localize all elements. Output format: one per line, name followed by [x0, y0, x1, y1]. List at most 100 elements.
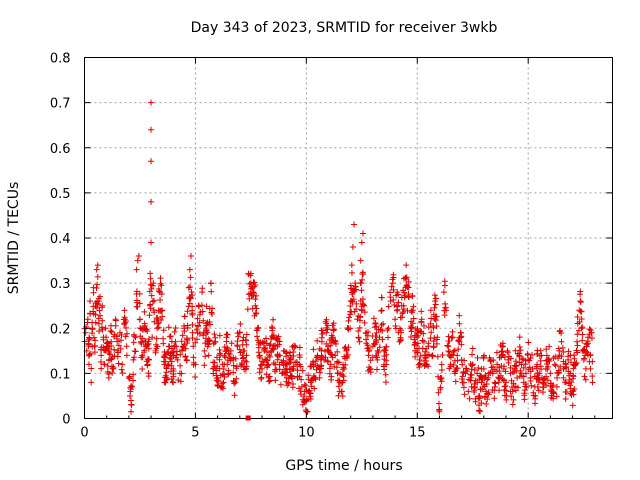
data-point	[147, 275, 154, 282]
data-point	[167, 333, 174, 340]
data-point	[252, 281, 259, 288]
data-point	[316, 345, 323, 352]
data-point	[308, 383, 315, 390]
data-point	[133, 297, 140, 304]
data-point	[150, 280, 157, 287]
data-point	[503, 396, 510, 403]
data-point	[334, 358, 341, 365]
data-point	[208, 288, 215, 295]
data-point	[134, 257, 141, 264]
data-point	[456, 320, 463, 327]
data-point	[454, 352, 461, 359]
data-point	[514, 374, 521, 381]
data-point	[476, 392, 483, 399]
data-point	[558, 330, 565, 337]
data-point	[549, 383, 556, 390]
data-point	[212, 365, 219, 372]
data-point	[338, 388, 345, 395]
data-point	[556, 347, 563, 354]
data-point	[203, 303, 210, 310]
data-point	[232, 379, 239, 386]
data-point	[330, 320, 337, 327]
data-point	[181, 313, 188, 320]
data-point	[148, 126, 155, 133]
data-point	[270, 316, 277, 323]
data-point	[230, 356, 237, 363]
data-point	[485, 374, 492, 381]
data-point	[200, 332, 207, 339]
data-point	[307, 379, 314, 386]
data-point	[273, 366, 280, 373]
data-point	[160, 340, 167, 347]
data-point	[573, 347, 580, 354]
data-point	[258, 375, 265, 382]
data-point	[530, 392, 537, 399]
data-point	[537, 357, 544, 364]
data-point	[332, 352, 339, 359]
data-point	[323, 329, 330, 336]
data-point	[139, 365, 146, 372]
data-point	[532, 400, 539, 407]
data-point	[102, 325, 109, 332]
data-point	[351, 221, 358, 228]
data-point	[358, 239, 365, 246]
data-point	[420, 322, 427, 329]
data-point	[412, 341, 419, 348]
data-point	[375, 349, 382, 356]
data-point	[417, 352, 424, 359]
data-point	[560, 365, 567, 372]
data-point	[397, 334, 404, 341]
data-point	[363, 336, 370, 343]
data-point	[471, 387, 478, 394]
data-point	[95, 315, 102, 322]
data-point	[179, 332, 186, 339]
data-point	[511, 368, 518, 375]
data-point	[491, 383, 498, 390]
data-point	[116, 329, 123, 336]
data-point	[372, 332, 379, 339]
data-point	[529, 365, 536, 372]
data-point	[115, 360, 122, 367]
data-point	[507, 370, 514, 377]
data-point	[249, 305, 256, 312]
data-point	[133, 291, 140, 298]
data-point	[162, 379, 169, 386]
data-point	[528, 382, 535, 389]
data-point	[402, 284, 409, 291]
data-point	[539, 389, 546, 396]
data-point	[527, 374, 534, 381]
data-point	[512, 347, 519, 354]
data-point	[277, 381, 284, 388]
data-point	[373, 366, 380, 373]
data-point	[435, 373, 442, 380]
data-point	[132, 334, 139, 341]
data-point	[148, 99, 155, 106]
data-point	[305, 388, 312, 395]
data-point	[447, 354, 454, 361]
data-point	[401, 289, 408, 296]
data-point	[119, 361, 126, 368]
data-point	[152, 347, 159, 354]
data-point	[563, 389, 570, 396]
data-point	[334, 370, 341, 377]
data-point	[122, 333, 129, 340]
data-point	[383, 343, 390, 350]
data-point	[186, 294, 193, 301]
data-point	[375, 326, 382, 333]
data-point	[491, 395, 498, 402]
data-point	[484, 396, 491, 403]
data-point	[142, 342, 149, 349]
data-point	[328, 351, 335, 358]
data-point	[420, 338, 427, 345]
data-point	[130, 356, 137, 363]
data-point	[587, 327, 594, 334]
data-point	[104, 363, 111, 370]
data-point	[278, 370, 285, 377]
data-point	[199, 289, 206, 296]
data-point	[179, 347, 186, 354]
data-point	[412, 347, 419, 354]
data-point	[560, 374, 567, 381]
data-point	[109, 369, 116, 376]
data-point	[443, 307, 450, 314]
data-point	[266, 352, 273, 359]
